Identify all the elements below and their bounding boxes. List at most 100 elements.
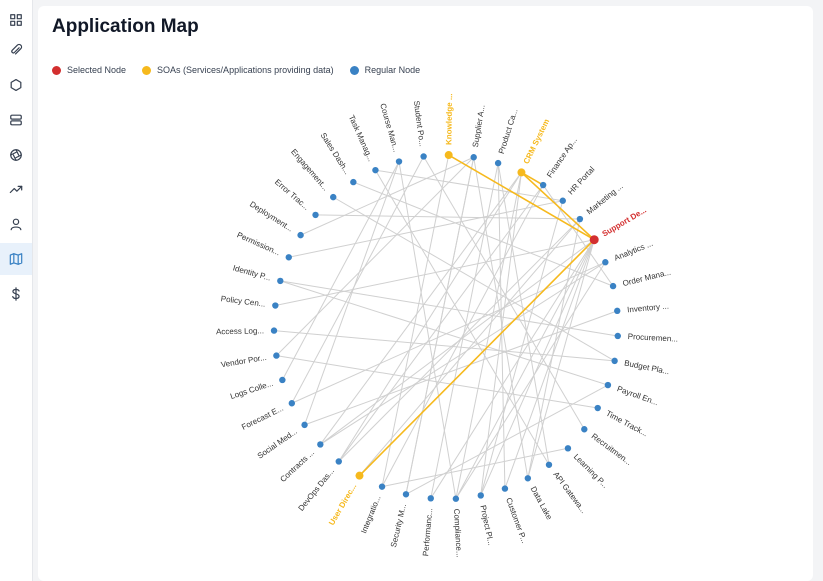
regular-node-dot[interactable] xyxy=(604,381,612,389)
regular-node-dot[interactable] xyxy=(317,441,324,448)
sidebar-item-integrations[interactable] xyxy=(0,139,32,171)
graph-node[interactable]: HR Portal xyxy=(559,165,597,204)
graph-node[interactable]: Recruitmen... xyxy=(581,426,633,467)
regular-node-dot[interactable] xyxy=(611,357,618,365)
graph-node[interactable]: Procuremen... xyxy=(614,332,679,344)
graph-node[interactable]: User Direc... xyxy=(327,471,364,527)
regular-node-dot[interactable] xyxy=(312,211,319,219)
node-label: Integratio... xyxy=(359,494,382,535)
graph-node[interactable]: CRM System xyxy=(517,118,551,177)
graph-node[interactable]: Identity P... xyxy=(232,263,284,285)
graph-node[interactable]: Project Pl... xyxy=(477,492,496,546)
regular-node-dot[interactable] xyxy=(301,421,308,429)
regular-node-dot[interactable] xyxy=(576,215,584,223)
regular-node-dot[interactable] xyxy=(494,159,502,167)
graph-node[interactable]: Time Track... xyxy=(594,404,650,439)
graph-edge xyxy=(300,156,474,236)
sidebar-item-trends[interactable] xyxy=(0,173,32,205)
graph-node[interactable]: Contracts ... xyxy=(278,441,324,484)
regular-node-dot[interactable] xyxy=(279,376,286,384)
graph-node[interactable]: Customer P... xyxy=(501,485,529,545)
regular-node-dot[interactable] xyxy=(501,485,509,492)
graph-node[interactable]: DevOps Das... xyxy=(297,458,342,513)
graph-edge xyxy=(381,154,450,487)
regular-node-dot[interactable] xyxy=(614,332,621,340)
graph-node[interactable]: Marketing ... xyxy=(576,182,625,223)
graph-node[interactable]: Learning P... xyxy=(564,445,610,490)
graph-node[interactable]: Student Po... xyxy=(412,100,427,160)
sidebar-item-dashboard[interactable] xyxy=(0,4,32,36)
regular-node-dot[interactable] xyxy=(378,483,386,490)
graph-node[interactable]: API Gatewa... xyxy=(545,461,588,515)
graph-node[interactable]: Inventory ... xyxy=(614,302,669,315)
graph-node[interactable]: Budget Pla... xyxy=(611,357,670,377)
regular-node-dot[interactable] xyxy=(285,254,292,261)
graph-node[interactable]: Knowledge ... xyxy=(444,93,454,160)
graph-node[interactable]: Permission... xyxy=(236,230,292,261)
dollar-icon xyxy=(12,287,20,301)
graph-node[interactable]: Supplier A... xyxy=(470,104,487,161)
regular-node-dot[interactable] xyxy=(594,404,601,412)
sidebar-item-components[interactable] xyxy=(0,69,32,101)
graph-node[interactable]: Error Trac... xyxy=(273,177,319,219)
graph-node[interactable]: Logs Colle... xyxy=(229,376,286,401)
regular-node-dot[interactable] xyxy=(402,491,410,498)
sidebar-item-storage[interactable] xyxy=(0,104,32,136)
graph-node[interactable]: Performanc... xyxy=(421,495,434,557)
graph-node[interactable]: Order Mana... xyxy=(609,268,672,290)
sidebar-item-users[interactable] xyxy=(0,208,32,240)
regular-node-dot[interactable] xyxy=(330,193,337,201)
regular-node-dot[interactable] xyxy=(609,282,617,290)
regular-node-dot[interactable] xyxy=(350,178,357,186)
regular-node-dot[interactable] xyxy=(420,153,427,160)
graph-edge xyxy=(480,239,595,496)
graph-node[interactable]: Deployment... xyxy=(248,200,304,239)
graph-node[interactable]: Sales Dash... xyxy=(319,131,357,186)
regular-node-dot[interactable] xyxy=(288,400,296,407)
regular-node-dot[interactable] xyxy=(470,154,477,161)
graph-node[interactable]: Finance Ap... xyxy=(539,136,579,189)
regular-node-dot[interactable] xyxy=(452,495,460,502)
selected-node-dot[interactable] xyxy=(589,235,599,245)
regular-node-dot[interactable] xyxy=(539,181,547,189)
regular-node-dot[interactable] xyxy=(524,475,532,482)
graph-node[interactable]: Security M... xyxy=(389,491,410,548)
regular-node-dot[interactable] xyxy=(335,458,342,465)
regular-node-dot[interactable] xyxy=(477,492,484,499)
regular-node-dot[interactable] xyxy=(272,302,279,309)
sidebar-item-costs[interactable] xyxy=(0,278,32,310)
graph-node[interactable]: Analytics ... xyxy=(602,239,654,266)
regular-node-dot[interactable] xyxy=(395,158,403,165)
graph-node[interactable]: Course Man... xyxy=(378,102,403,165)
regular-node-dot[interactable] xyxy=(564,445,572,452)
graph-node[interactable]: Data Lake xyxy=(524,475,555,522)
graph-node[interactable]: Integratio... xyxy=(359,483,386,535)
soa-node-dot[interactable] xyxy=(517,168,526,177)
graph-node[interactable]: Support De... xyxy=(589,205,648,245)
soa-node-dot[interactable] xyxy=(444,151,453,160)
graph-node[interactable]: Payroll En... xyxy=(604,381,660,407)
regular-node-dot[interactable] xyxy=(545,461,553,468)
graph-node[interactable]: Vendor Por... xyxy=(220,352,280,369)
sidebar-item-application-map[interactable] xyxy=(0,243,32,275)
regular-node-dot[interactable] xyxy=(614,307,621,315)
graph-node[interactable]: Compliance... xyxy=(452,495,464,558)
regular-node-dot[interactable] xyxy=(602,259,609,266)
soa-node-dot[interactable] xyxy=(355,471,364,480)
graph-node[interactable]: Task Manag... xyxy=(347,114,379,174)
regular-node-dot[interactable] xyxy=(270,327,278,334)
graph-node[interactable]: Social Med... xyxy=(256,421,308,461)
regular-node-dot[interactable] xyxy=(273,352,280,359)
regular-node-dot[interactable] xyxy=(277,277,284,285)
graph-node[interactable]: Access Log... xyxy=(216,326,278,336)
graph-edge xyxy=(280,280,618,337)
regular-node-dot[interactable] xyxy=(372,166,379,174)
regular-node-dot[interactable] xyxy=(427,495,434,502)
regular-node-dot[interactable] xyxy=(297,231,304,239)
sidebar-item-attachments[interactable] xyxy=(0,34,32,66)
graph-node[interactable]: Product Ca... xyxy=(494,108,520,167)
regular-node-dot[interactable] xyxy=(581,426,588,433)
graph-node[interactable]: Policy Cen... xyxy=(220,294,279,309)
graph-node[interactable]: Forecast E... xyxy=(240,400,296,432)
regular-node-dot[interactable] xyxy=(559,197,566,204)
